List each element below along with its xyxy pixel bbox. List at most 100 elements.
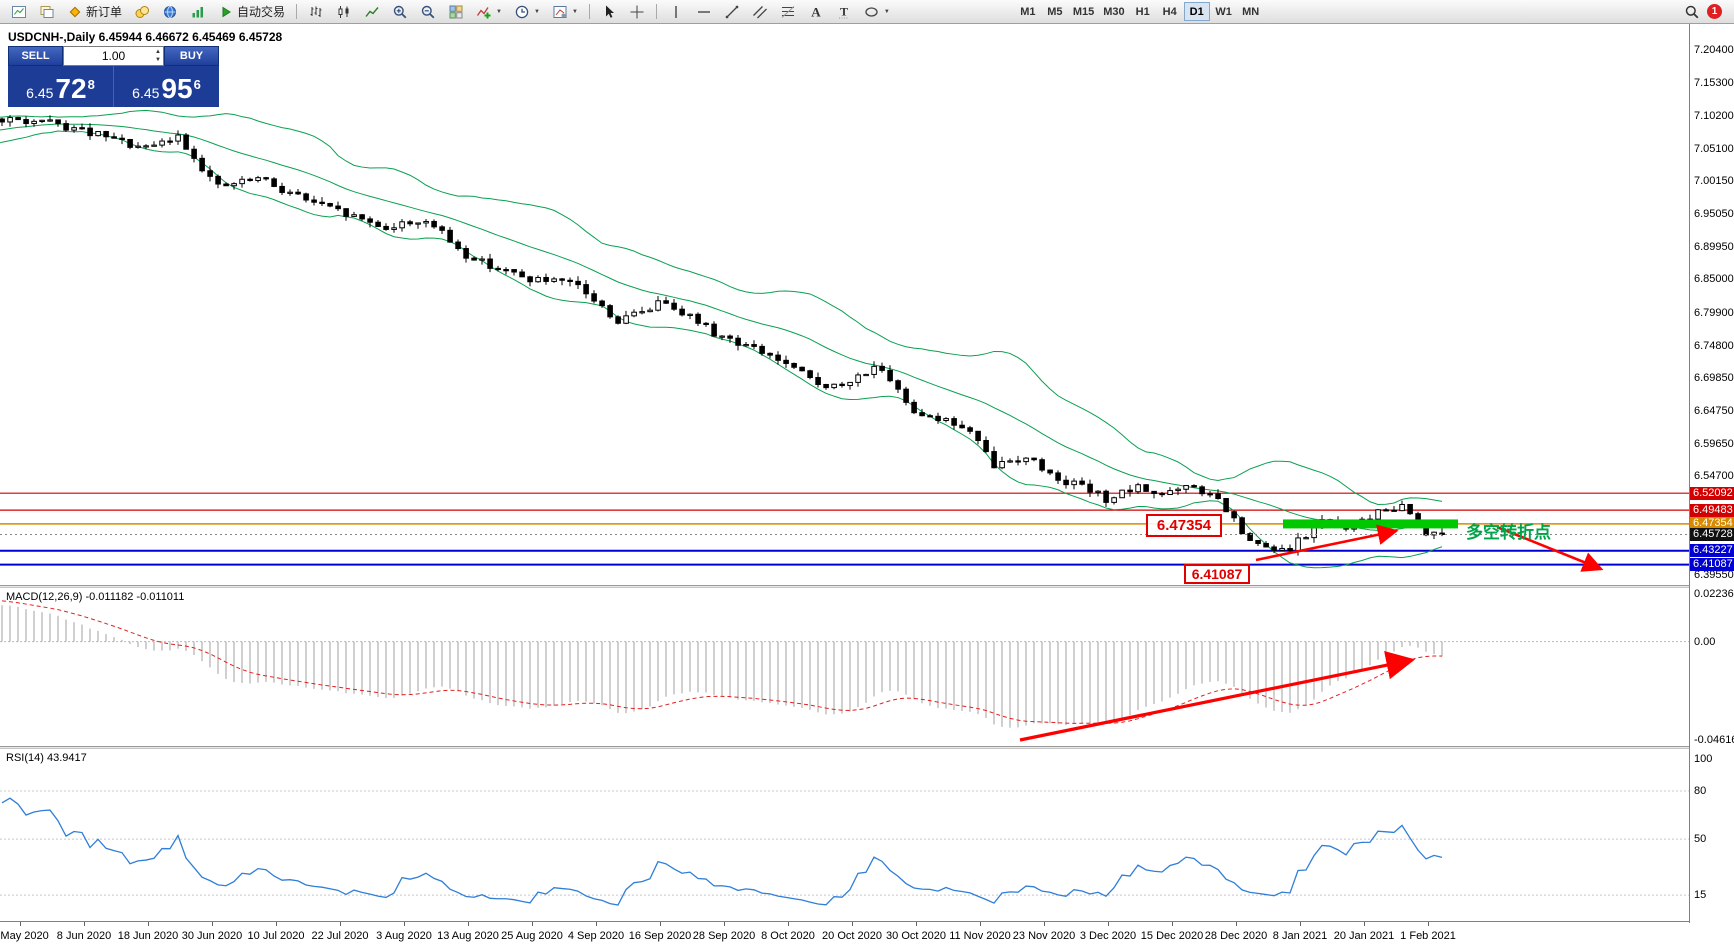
timeframe-d1-button[interactable]: D1 — [1183, 2, 1210, 21]
rsi-line — [1, 797, 1443, 906]
macd-canvas[interactable] — [0, 588, 1689, 746]
chart-ohlc-title: USDCNH-,Daily 6.45944 6.46672 6.45469 6.… — [8, 30, 283, 44]
bearish-projection-arrow[interactable] — [1496, 525, 1604, 572]
sell-price-pips: 72 — [55, 73, 87, 104]
stepper-up-icon[interactable]: ▲ — [155, 49, 161, 55]
time-axis-tick — [20, 922, 21, 926]
tile-windows-button[interactable] — [443, 2, 469, 22]
timeframe-h1-button[interactable]: H1 — [1135, 5, 1150, 18]
macd-histogram — [1, 605, 1443, 728]
support-price-label[interactable]: 6.41087 — [1184, 564, 1250, 584]
chevron-down-icon: ▼ — [883, 8, 890, 15]
crosshair-tool-button[interactable] — [624, 2, 650, 22]
axis-label: 7.15300 — [1694, 76, 1734, 89]
macd-indicator-window[interactable]: MACD(12,26,9) -0.011182 -0.011011 — [0, 588, 1689, 746]
price-level-tag: 6.45728 — [1690, 527, 1734, 541]
timeframe-mn-button[interactable]: MN — [1242, 5, 1260, 18]
candlestick-mode-button[interactable] — [331, 2, 357, 22]
date-label: 3 Aug 2020 — [376, 930, 432, 942]
text-icon: A — [811, 4, 821, 19]
bullish-trend-arrow[interactable] — [1255, 524, 1399, 562]
zoom-out-button[interactable] — [415, 2, 441, 22]
sell-button[interactable]: SELL — [8, 46, 63, 66]
signals-button[interactable] — [185, 2, 211, 22]
timeframe-m15-button[interactable]: M15 — [1072, 5, 1095, 18]
svg-text:A: A — [811, 4, 821, 19]
community-button[interactable] — [157, 2, 183, 22]
axis-label: 6.79900 — [1694, 306, 1734, 319]
shapes-tool-button[interactable]: ▼ — [859, 2, 895, 22]
macd-divergence-arrow[interactable] — [1019, 651, 1416, 742]
text-label-icon: T — [838, 4, 849, 18]
line-chart-icon — [365, 6, 379, 17]
rsi-indicator-window[interactable]: RSI(14) 43.9417 — [0, 749, 1689, 921]
sell-price-display[interactable]: 6.45 72 8 — [8, 66, 114, 107]
sell-price-point: 8 — [87, 77, 95, 92]
zoom-out-icon — [421, 5, 435, 18]
turning-point-text[interactable]: 多空转折点 — [1466, 523, 1551, 542]
cursor-tool-button[interactable] — [596, 2, 622, 22]
timeframe-m5-button[interactable]: M5 — [1047, 5, 1063, 18]
price-axis[interactable]: 7.20400 7.15300 7.10200 7.05100 7.00150 6.950… — [1689, 24, 1734, 923]
templates-button[interactable]: ▼ — [547, 2, 583, 22]
axis-label: 100 — [1694, 753, 1713, 765]
trendline-tool-button[interactable] — [719, 2, 745, 22]
date-label: 4 Sep 2020 — [567, 930, 625, 942]
timeframe-w1-button[interactable]: W1 — [1215, 5, 1232, 18]
vertical-line-tool-button[interactable] — [663, 2, 689, 22]
new-chart-window-button[interactable] — [6, 2, 32, 22]
turning-point-zone[interactable] — [1283, 519, 1458, 529]
coins-button[interactable] — [129, 2, 155, 22]
price-chart-canvas[interactable] — [0, 24, 1689, 585]
axis-label: 0.022362 — [1694, 588, 1734, 600]
resistance-price-label[interactable]: 6.47354 — [1146, 514, 1222, 537]
volume-stepper[interactable]: ▲ ▼ — [155, 48, 161, 64]
shapes-icon — [865, 6, 878, 17]
horizontal-level-lines[interactable] — [0, 492, 1689, 566]
label-tool-button[interactable]: T — [831, 2, 857, 22]
window-separator[interactable] — [0, 746, 1734, 749]
clock-icon — [515, 5, 529, 18]
globe-icon — [164, 5, 177, 18]
channel-tool-button[interactable] — [747, 2, 773, 22]
date-label: 20 Jan 2021 — [1333, 930, 1395, 942]
price-level-tag: 6.49483 — [1690, 503, 1734, 517]
axis-label: -0.046165 — [1694, 734, 1734, 746]
time-axis-tick — [724, 922, 725, 926]
time-axis-tick — [788, 922, 789, 926]
window-separator[interactable] — [0, 585, 1734, 588]
new-order-button[interactable]: 新订单 — [62, 2, 127, 22]
horizontal-line-tool-button[interactable] — [691, 2, 717, 22]
timeframe-m1-button[interactable]: M1 — [1020, 5, 1036, 18]
time-axis-tick — [1300, 922, 1301, 926]
indicators-button[interactable]: ▼ — [471, 2, 507, 22]
search-button[interactable] — [1679, 2, 1705, 22]
fibonacci-tool-button[interactable] — [775, 2, 801, 22]
time-axis-tick — [404, 922, 405, 926]
text-tool-button[interactable]: A — [803, 2, 829, 22]
autotrading-button[interactable]: 自动交易 — [213, 2, 290, 22]
buy-button[interactable]: BUY — [164, 46, 219, 66]
line-chart-mode-button[interactable] — [359, 2, 385, 22]
volume-input[interactable]: 1.00 ▲ ▼ — [63, 46, 164, 66]
timeframe-h4-button[interactable]: H4 — [1162, 5, 1177, 18]
buy-price-display[interactable]: 6.45 95 6 — [114, 66, 219, 107]
price-chart-window[interactable]: USDCNH-,Daily 6.45944 6.46672 6.45469 6.… — [0, 24, 1689, 585]
date-label: 1 Feb 2021 — [1400, 930, 1456, 942]
time-axis-tick — [916, 922, 917, 926]
bar-chart-mode-button[interactable] — [303, 2, 329, 22]
profiles-button[interactable] — [34, 2, 60, 22]
rsi-canvas[interactable] — [0, 749, 1689, 921]
stepper-down-icon[interactable]: ▼ — [155, 57, 161, 63]
axis-label: 7.20400 — [1694, 43, 1734, 56]
timeframe-m30-button[interactable]: M30 — [1103, 5, 1125, 18]
candlestick-icon — [338, 5, 349, 18]
periods-button[interactable]: ▼ — [509, 2, 545, 22]
toolbar-separator — [655, 4, 657, 19]
notification-badge[interactable]: 1 — [1707, 4, 1722, 19]
zoom-in-button[interactable] — [387, 2, 413, 22]
price-level-tag: 6.43227 — [1690, 544, 1734, 558]
time-axis-tick — [468, 922, 469, 926]
